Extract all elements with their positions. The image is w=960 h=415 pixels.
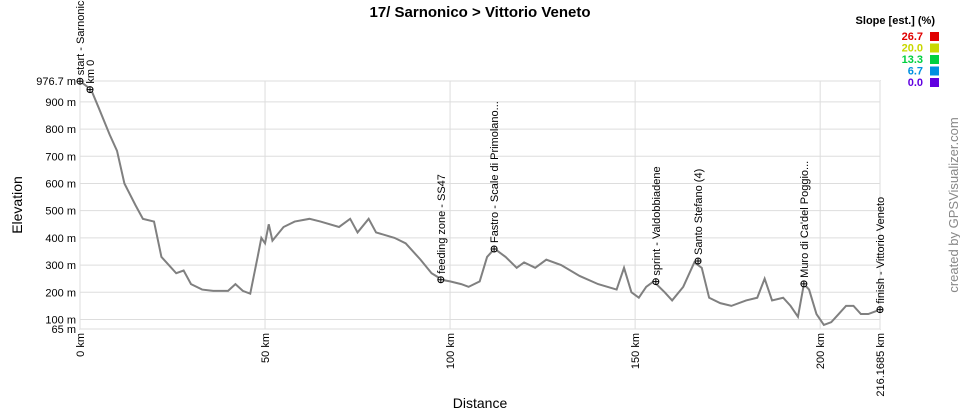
y-tick-label: 500 m bbox=[45, 206, 76, 218]
waypoint-label: feeding zone - SS47 bbox=[436, 174, 448, 274]
waypoint-cross bbox=[491, 246, 498, 253]
waypoint-label: sprint - Valdobbiadene bbox=[651, 166, 663, 275]
waypoint-label: finish - Vittorio Veneto bbox=[875, 197, 887, 304]
legend-swatch bbox=[930, 55, 939, 64]
x-axis-label: Distance bbox=[453, 395, 508, 410]
watermark: created by GPSVisualizer.com bbox=[946, 117, 960, 292]
x-tick-label: 50 km bbox=[260, 333, 272, 363]
elevation-line bbox=[79, 80, 881, 327]
legend-label: 13.3 bbox=[902, 54, 923, 66]
waypoint-cross bbox=[437, 276, 444, 283]
legend-title: Slope [est.] (%) bbox=[856, 15, 936, 27]
legend-swatch bbox=[930, 32, 939, 41]
legend-label: 20.0 bbox=[902, 43, 923, 55]
waypoint-cross bbox=[695, 257, 702, 264]
y-tick-label: 900 m bbox=[45, 97, 76, 109]
waypoint-cross bbox=[77, 78, 83, 85]
waypoint-label: start - Sarnonico bbox=[75, 0, 87, 75]
legend-label: 26.7 bbox=[902, 31, 923, 43]
y-tick-label: 600 m bbox=[45, 178, 76, 190]
waypoint-cross bbox=[86, 86, 93, 93]
x-tick-label: 200 km bbox=[815, 333, 827, 369]
y-tick-label: 800 m bbox=[45, 124, 76, 136]
y-tick-label: 300 m bbox=[45, 260, 76, 272]
waypoint-label: km 0 bbox=[85, 60, 97, 84]
y-tick-label: 400 m bbox=[45, 233, 76, 245]
waypoint-cross bbox=[652, 278, 659, 285]
y-axis-label: Elevation bbox=[9, 176, 25, 234]
plot-area bbox=[79, 80, 881, 330]
y-tick-label: 65 m bbox=[52, 324, 76, 336]
legend-label: 6.7 bbox=[908, 66, 923, 78]
legend-swatch bbox=[930, 78, 939, 87]
y-tick-label: 200 m bbox=[45, 287, 76, 299]
chart-title: 17/ Sarnonico > Vittorio Veneto bbox=[369, 4, 590, 21]
x-tick-label: 0 km bbox=[75, 333, 87, 357]
waypoint-cross bbox=[800, 280, 807, 287]
legend-label: 0.0 bbox=[908, 77, 923, 89]
waypoint-label: Muro di Ca'del Poggio... bbox=[799, 161, 811, 278]
waypoint-label: Fastro - Scale di Primolano... bbox=[489, 101, 501, 243]
y-tick-label: 100 m bbox=[45, 314, 76, 326]
x-tick-label: 150 km bbox=[630, 333, 642, 369]
x-tick-label: 100 km bbox=[445, 333, 457, 369]
legend-swatch bbox=[930, 43, 939, 53]
legend-swatch bbox=[930, 66, 939, 76]
waypoint-cross bbox=[877, 306, 883, 313]
y-tick-label: 700 m bbox=[45, 151, 76, 163]
x-tick-label: 216.1685 km bbox=[875, 333, 887, 397]
y-tick-label: 976.7 m bbox=[36, 76, 76, 88]
waypoint-label: Santo Stefano (4) bbox=[693, 169, 705, 255]
